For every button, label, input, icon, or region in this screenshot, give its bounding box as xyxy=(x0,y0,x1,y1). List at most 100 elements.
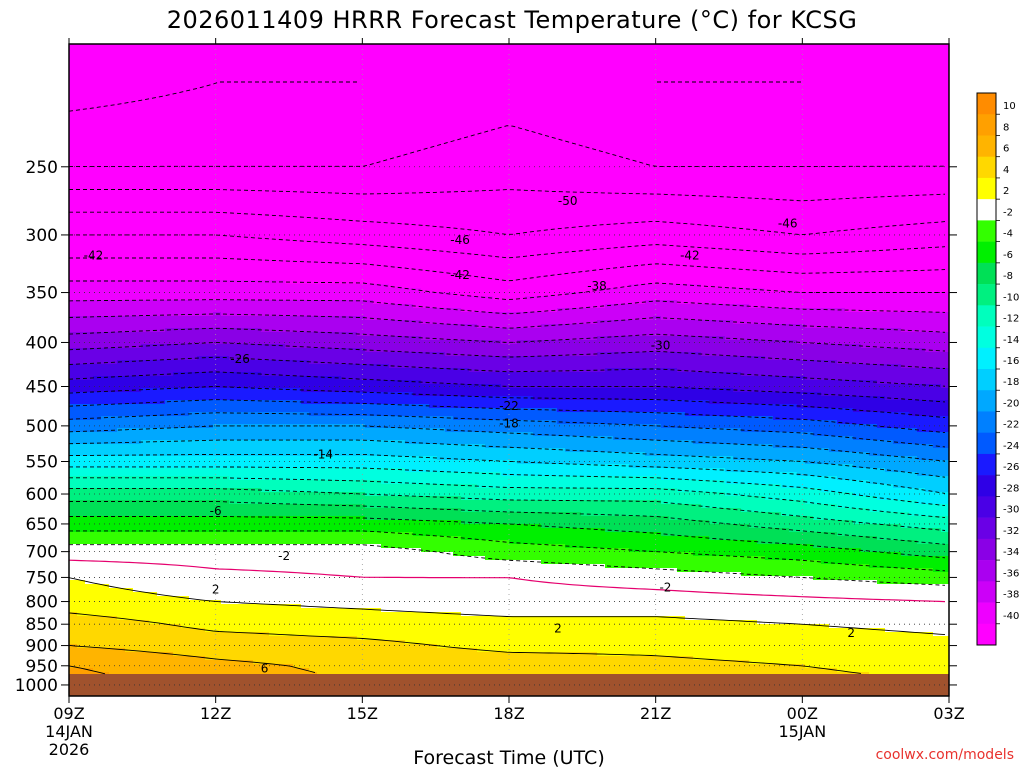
temperature-cell xyxy=(125,664,134,669)
temperature-cell xyxy=(125,568,134,573)
temperature-cell xyxy=(101,480,110,485)
temperature-cell xyxy=(301,388,310,393)
temperature-cell xyxy=(301,176,310,181)
temperature-cell xyxy=(245,416,254,421)
temperature-cell xyxy=(261,556,270,561)
temperature-cell xyxy=(93,504,102,509)
temperature-cell xyxy=(213,388,222,393)
temperature-cell xyxy=(181,172,190,177)
temperature-cell xyxy=(117,76,126,81)
temperature-cell xyxy=(317,100,326,105)
temperature-cell xyxy=(269,248,278,253)
temperature-cell xyxy=(117,536,126,541)
temperature-cell xyxy=(269,372,278,377)
temperature-cell xyxy=(189,272,198,277)
temperature-cell xyxy=(117,556,126,561)
temperature-cell xyxy=(85,172,94,177)
temperature-cell xyxy=(213,436,222,441)
temperature-cell xyxy=(69,492,78,497)
temperature-cell xyxy=(165,224,174,229)
temperature-cell xyxy=(197,220,206,225)
temperature-cell xyxy=(197,296,206,301)
temperature-cell xyxy=(221,248,230,253)
temperature-cell xyxy=(277,356,286,361)
temperature-cell xyxy=(229,532,238,537)
temperature-cell xyxy=(269,528,278,533)
temperature-cell xyxy=(245,528,254,533)
temperature-cell xyxy=(157,144,166,149)
temperature-cell xyxy=(277,196,286,201)
temperature-cell xyxy=(245,288,254,293)
temperature-cell xyxy=(173,116,182,121)
temperature-cell xyxy=(301,232,310,237)
temperature-cell xyxy=(85,216,94,221)
temperature-cell xyxy=(293,480,302,485)
temperature-cell xyxy=(141,48,150,53)
temperature-cell xyxy=(173,572,182,577)
temperature-cell xyxy=(293,328,302,333)
temperature-cell xyxy=(77,316,86,321)
temperature-cell xyxy=(317,184,326,189)
temperature-cell xyxy=(69,436,78,441)
temperature-cell xyxy=(109,456,118,461)
temperature-cell xyxy=(245,668,254,673)
temperature-cell xyxy=(77,116,86,121)
temperature-cell xyxy=(141,292,150,297)
temperature-cell xyxy=(173,48,182,53)
temperature-cell xyxy=(221,532,230,537)
temperature-cell xyxy=(205,88,214,93)
temperature-cell xyxy=(309,540,318,545)
temperature-cell xyxy=(149,440,158,445)
temperature-cell xyxy=(157,272,166,277)
temperature-cell xyxy=(269,440,278,445)
temperature-cell xyxy=(309,264,318,269)
temperature-cell xyxy=(277,116,286,121)
temperature-cell xyxy=(245,56,254,61)
temperature-cell xyxy=(285,212,294,217)
temperature-cell xyxy=(317,176,326,181)
temperature-cell xyxy=(253,484,262,489)
temperature-cell xyxy=(285,552,294,557)
temperature-cell xyxy=(245,128,254,133)
temperature-cell xyxy=(77,288,86,293)
temperature-cell xyxy=(309,528,318,533)
temperature-cell xyxy=(157,360,166,365)
temperature-cell xyxy=(253,492,262,497)
temperature-cell xyxy=(109,132,118,137)
temperature-cell xyxy=(117,280,126,285)
temperature-cell xyxy=(269,148,278,153)
temperature-cell xyxy=(109,228,118,233)
temperature-cell xyxy=(221,44,230,49)
temperature-cell xyxy=(189,584,198,589)
temperature-cell xyxy=(189,612,198,617)
temperature-cell xyxy=(269,620,278,625)
temperature-cell xyxy=(77,484,86,489)
temperature-cell xyxy=(101,320,110,325)
temperature-cell xyxy=(213,576,222,581)
temperature-cell xyxy=(253,312,262,317)
temperature-cell xyxy=(77,400,86,405)
temperature-cell xyxy=(261,320,270,325)
temperature-cell xyxy=(261,500,270,505)
temperature-cell xyxy=(205,604,214,609)
temperature-cell xyxy=(229,276,238,281)
temperature-cell xyxy=(133,480,142,485)
temperature-cell xyxy=(229,552,238,557)
temperature-cell xyxy=(77,604,86,609)
temperature-cell xyxy=(269,200,278,205)
temperature-cell xyxy=(205,44,214,49)
temperature-cell xyxy=(125,636,134,641)
temperature-cell xyxy=(117,412,126,417)
temperature-cell xyxy=(93,436,102,441)
temperature-cell xyxy=(317,196,326,201)
temperature-cell xyxy=(181,504,190,509)
temperature-cell xyxy=(189,644,198,649)
temperature-cell xyxy=(293,576,302,581)
temperature-cell xyxy=(133,100,142,105)
temperature-cell xyxy=(213,148,222,153)
temperature-cell xyxy=(221,388,230,393)
temperature-cell xyxy=(221,536,230,541)
temperature-cell xyxy=(165,448,174,453)
temperature-cell xyxy=(189,404,198,409)
temperature-cell xyxy=(221,568,230,573)
